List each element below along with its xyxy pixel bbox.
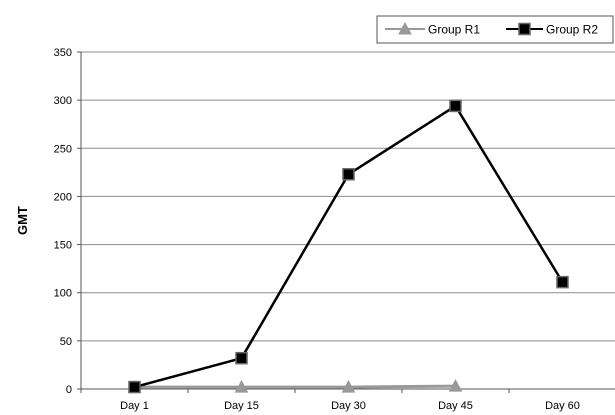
data-point-group-r2: [449, 99, 462, 113]
x-tick-label: Day 60: [545, 400, 580, 412]
y-tick-label: 0: [66, 384, 72, 396]
data-point-group-r1: [448, 379, 463, 392]
data-point-group-r1: [341, 380, 356, 393]
legend-marker-group-r2: [518, 22, 531, 36]
y-axis-title: GMT: [15, 206, 30, 235]
y-tick-label: 100: [54, 288, 72, 300]
data-point-group-r2: [342, 168, 355, 181]
data-point-group-r2: [556, 275, 569, 289]
legend-label-group-r2: Group R2: [546, 23, 598, 37]
y-tick-label: 150: [54, 240, 72, 252]
data-point-group-r2: [235, 351, 248, 365]
data-point-group-r1: [234, 380, 249, 393]
data-point-group-r2: [128, 380, 141, 394]
y-tick-label: 200: [54, 191, 72, 203]
legend-label-group-r1: Group R1: [428, 23, 480, 37]
y-tick-label: 250: [54, 143, 72, 155]
legend-marker-group-r1: [398, 21, 412, 35]
x-tick-label: Day 1: [120, 400, 149, 412]
series-line-group-r1: [134, 384, 456, 389]
x-tick-label: Day 30: [331, 400, 366, 412]
y-tick-label: 50: [60, 336, 72, 348]
y-tick-label: 300: [54, 95, 72, 107]
y-tick-label: 350: [54, 47, 72, 59]
legend: Group R1 Group R2: [376, 15, 614, 44]
x-tick-label: Day 45: [438, 400, 473, 412]
x-tick-label: Day 15: [224, 400, 259, 412]
